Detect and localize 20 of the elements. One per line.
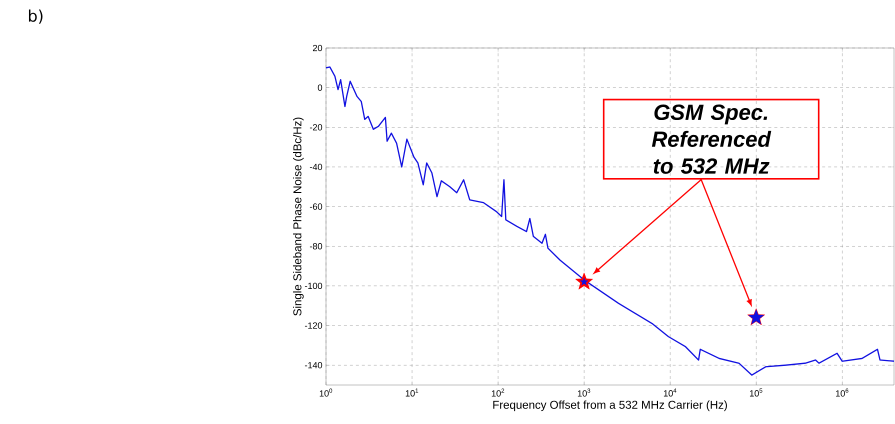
y-axis-title: Single Sideband Phase Noise (dBc/Hz) [293, 118, 304, 316]
y-tick-label: -60 [310, 203, 322, 210]
y-tick-label: -120 [304, 322, 322, 329]
x-tick-label: 10$^{6}$ [836, 388, 848, 397]
annotation: GSM Spec. Referenced to 532 MHz [652, 104, 772, 174]
y-tick-label: -20 [310, 124, 322, 130]
text: b) [28, 10, 42, 24]
y-tick-label: -140 [304, 362, 322, 368]
x-tick-label: 10$^{2}$ [492, 388, 504, 397]
x-tick-label: 10$^{0}$ [320, 388, 332, 397]
x-tick-label: 10$^{3}$ [578, 388, 590, 397]
y-tick-label: -100 [304, 282, 322, 290]
y-tick-label: -80 [310, 243, 322, 250]
x-tick-label: 10$^{5}$ [750, 388, 762, 397]
y-tick-label: 20 [312, 44, 322, 52]
y-tick-label: -40 [310, 164, 322, 170]
y-tick-label: 0 [318, 84, 322, 91]
x-axis-title: Frequency Offset from a 532 MHz Carrier (Hz) [493, 400, 727, 412]
x-tick-label: 10$^{1}$ [406, 388, 418, 397]
x-tick-label: 10$^{4}$ [664, 388, 676, 397]
